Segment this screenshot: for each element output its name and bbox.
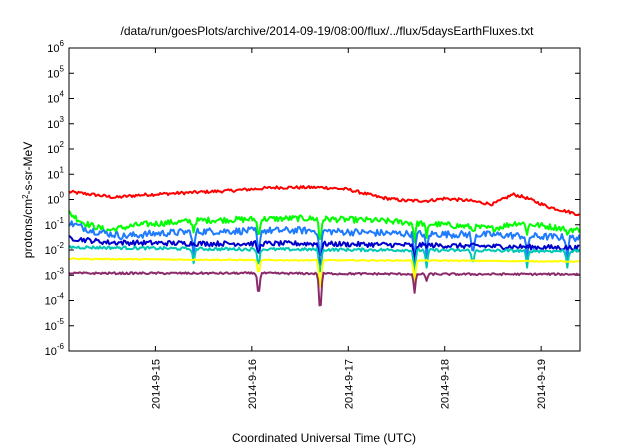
series-line — [68, 220, 581, 265]
x-tick-label: 2014-9-16 — [247, 359, 259, 409]
series-line — [68, 245, 581, 277]
y-tick-label: 10-5 — [45, 317, 65, 333]
y-tick-label: 106 — [47, 39, 64, 55]
y-tick-label: 103 — [47, 115, 64, 131]
y-axis-label: protons/cm2-s-sr-MeV — [21, 142, 36, 258]
x-tick-label: 2014-9-18 — [440, 359, 452, 409]
y-tick-label: 10-6 — [45, 342, 65, 358]
series-line — [68, 185, 580, 217]
x-tick-label: 2014-9-15 — [150, 359, 162, 409]
series-line — [68, 257, 580, 288]
y-tick-label: 10-2 — [45, 241, 65, 257]
x-tick-label: 2014-9-17 — [343, 359, 355, 409]
x-axis-label: Coordinated Universal Time (UTC) — [232, 431, 416, 445]
y-tick-label: 10-3 — [45, 266, 65, 282]
series-line — [68, 234, 580, 266]
y-tick-label: 10-1 — [45, 216, 65, 232]
series-line — [68, 271, 580, 307]
y-tick-label: 100 — [47, 191, 64, 207]
y-tick-label: 102 — [47, 140, 64, 156]
y-tick-label: 104 — [47, 90, 64, 106]
x-tick-label: 2014-9-19 — [536, 359, 548, 409]
y-tick-label: 101 — [47, 165, 64, 181]
y-tick-label: 105 — [47, 64, 64, 80]
y-tick-label: 10-4 — [45, 292, 65, 308]
series-line — [68, 210, 581, 244]
chart-title: /data/run/goesPlots/archive/2014-09-19/0… — [121, 24, 535, 38]
plot-frame — [68, 47, 581, 352]
